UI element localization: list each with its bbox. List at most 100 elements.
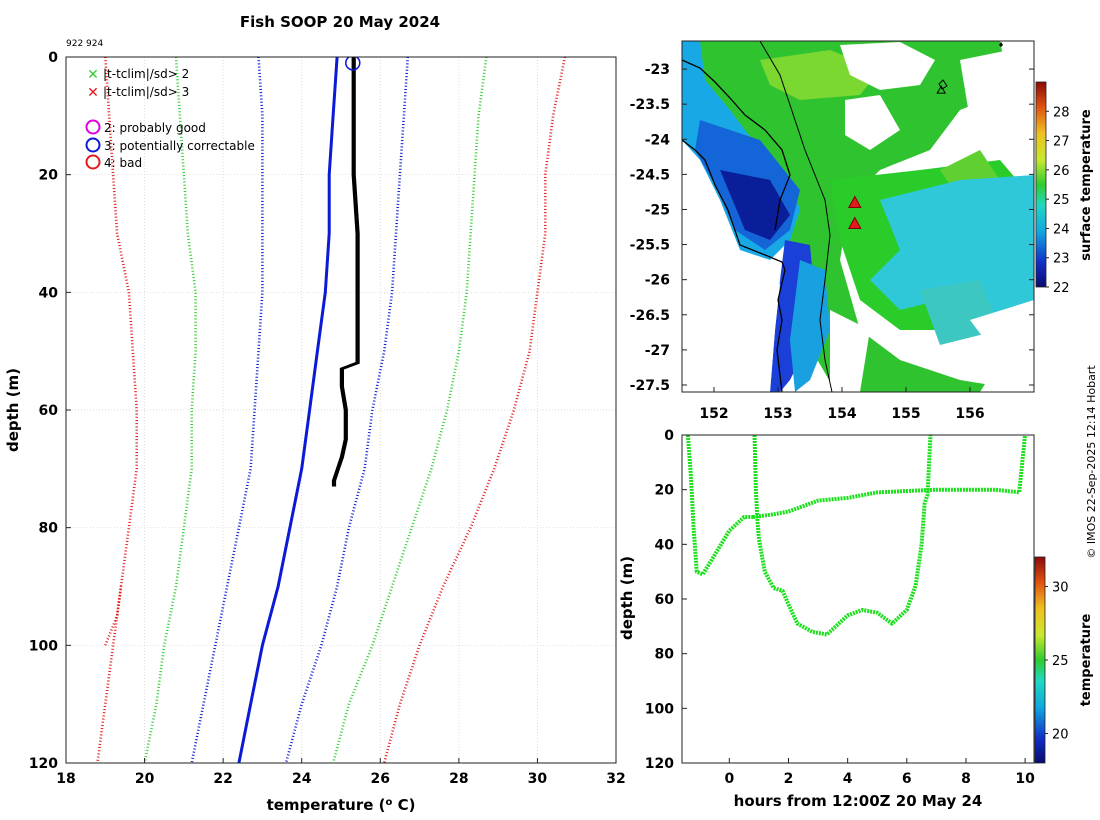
section-xtick-label: 10 [1015, 771, 1035, 787]
profile-panel: 18 20 22 24 26 28 30 32 0 20 40 60 80 100 120 ✕ |t-tcl… [4, 50, 626, 814]
map-ytick-label: -25 [645, 202, 670, 218]
flag3-marker [345, 57, 361, 71]
section-xtick-label: 0 [724, 771, 734, 787]
map-image [682, 41, 1034, 392]
temperature-colorbar-tick-label: 20 [1052, 728, 1069, 743]
profile-xtick-label: 18 [56, 771, 75, 787]
sst-colorbar-tick-label: 25 [1053, 193, 1070, 208]
profile-ytick-label: 0 [48, 50, 58, 66]
temperature-colorbar-tick-label: 25 [1052, 654, 1069, 669]
profile-ytick-label: 100 [29, 638, 58, 654]
sst-colorbar-tick-label: 27 [1053, 135, 1070, 150]
map-xtick-label: 153 [763, 406, 792, 422]
map-ytick-label: -27 [645, 343, 670, 359]
profile-ticks: 18 20 22 24 26 28 30 32 0 20 40 60 80 100 120 [29, 50, 626, 787]
sst-colorbar-ticks: 22 23 24 25 26 27 28 [1046, 105, 1070, 296]
section-cast-1 [685, 435, 753, 577]
series-clim-1sd-left [190, 57, 264, 763]
chart-title: Fish SOOP 20 May 2024 [240, 13, 440, 31]
profile-series [96, 57, 567, 763]
section-cast-2-descent [752, 435, 933, 637]
temperature-colorbar-tick-label: 30 [1052, 580, 1069, 595]
series-observed-profile [331, 57, 358, 487]
flag3-circle-icon [85, 137, 101, 153]
section-ytick-label: 80 [655, 647, 675, 663]
profile-ylabel: depth (m) [4, 368, 22, 452]
series-climatology-mean [237, 57, 339, 763]
sd2-label: |t-tclim|/sd> 2 [103, 67, 189, 81]
profile-xtick-label: 22 [213, 771, 232, 787]
section-xlabel: hours from 12:00Z 20 May 24 [734, 792, 983, 810]
section-xtick-label: 2 [784, 771, 794, 787]
section-xtick-label: 8 [961, 771, 971, 787]
section-ytick-label: 20 [655, 483, 675, 499]
map-xtick-label: 155 [891, 406, 920, 422]
series-clim-3sd-left-branch [104, 586, 123, 646]
map-ytick-label: -25.5 [630, 238, 670, 254]
cast-location-marker [847, 216, 862, 230]
sst-colorbar [1035, 81, 1047, 288]
map-ytick-label: -24.5 [630, 167, 670, 183]
map-xtick-label: 154 [827, 406, 856, 422]
map-xtick-label: 152 [699, 406, 728, 422]
map-ytick-label: -24 [645, 132, 671, 148]
sst-colorbar-tick-label: 23 [1053, 252, 1070, 267]
sst-colorbar-tick-label: 26 [1053, 164, 1070, 179]
section-ytick-label: 100 [645, 701, 674, 717]
flag2-circle-icon [85, 119, 101, 135]
section-ytick-label: 0 [664, 428, 674, 444]
sd3-label: |t-tclim|/sd> 3 [103, 85, 189, 99]
sst-colorbar-tick-label: 22 [1053, 281, 1070, 296]
profile-ytick-label: 120 [29, 756, 58, 772]
reef-location-marker [936, 85, 947, 94]
series-clim-2sd-right [331, 57, 488, 763]
profile-xtick-label: 26 [371, 771, 390, 787]
sst-colorbar-label: surface temperature [1079, 109, 1094, 261]
series-clim-1sd-right [284, 57, 410, 763]
cruise-ids: 922 924 [66, 39, 103, 49]
profile-xlabel: temperature (o C) [267, 796, 416, 814]
flag4-circle-icon [85, 154, 101, 170]
profile-ytick-label: 20 [39, 168, 59, 184]
section-upper-layer [752, 435, 1028, 519]
map-xtick-label: 156 [955, 406, 984, 422]
section-xtick-label: 4 [843, 771, 853, 787]
profile-xtick-label: 32 [606, 771, 625, 787]
section-series [685, 435, 1028, 637]
temperature-colorbar-label: temperature [1079, 614, 1094, 707]
sst-colorbar-tick-label: 28 [1053, 105, 1070, 120]
temperature-colorbar-ticks: 20 25 30 [1045, 580, 1069, 743]
profile-xtick-label: 28 [449, 771, 468, 787]
sd3-cross-icon: ✕ [87, 85, 99, 101]
profile-xtick-label: 30 [528, 771, 548, 787]
map-ytick-label: -23 [645, 62, 670, 78]
flag2-label: 2: probably good [104, 121, 206, 135]
map-cast-markers [847, 85, 947, 230]
map-ytick-label: -26.5 [630, 308, 670, 324]
map-ytick-label: -26 [645, 273, 670, 289]
section-ytick-label: 60 [655, 592, 675, 608]
sst-colorbar-tick-label: 24 [1053, 222, 1070, 237]
sd2-cross-icon: ✕ [87, 67, 99, 83]
temperature-colorbar [1034, 556, 1046, 764]
profile-ytick-label: 40 [39, 285, 59, 301]
profile-xtick-label: 20 [135, 771, 155, 787]
flag3-label: 3: potentially correctable [104, 139, 255, 153]
section-xtick-label: 6 [902, 771, 912, 787]
credit-text: © IMOS 22-Sep-2025 12:14 Hobart [1085, 365, 1098, 559]
map-ticks: 152 153 154 155 156 -23 -23.5 -24 -24.5 -25 -25.5 -… [630, 62, 1034, 422]
profile-ytick-label: 60 [39, 403, 59, 419]
section-ytick-label: 40 [655, 537, 675, 553]
map-ytick-label: -27.5 [630, 378, 670, 394]
profile-legend: ✕ |t-tclim|/sd> 2 ✕ |t-tclim|/sd> 3 2: p… [85, 67, 255, 170]
map-axes-box [681, 40, 1035, 393]
map-ytick-label: -23.5 [630, 97, 670, 113]
profile-ytick-label: 80 [39, 521, 59, 537]
section-ytick-label: 120 [645, 756, 674, 772]
section-ylabel: depth (m) [618, 556, 636, 640]
cast-location-marker [847, 195, 862, 208]
flag4-label: 4: bad [104, 156, 142, 170]
